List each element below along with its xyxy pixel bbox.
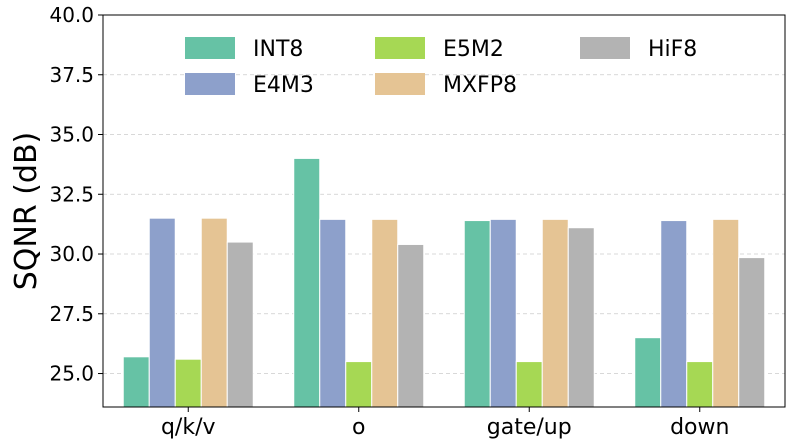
- y-axis: 25.0 27.5 30.0 32.5 35.0 37.5 40.0: [49, 3, 103, 386]
- y-tick-label: 30.0: [49, 242, 94, 266]
- bar-hif8-1: [397, 243, 425, 408]
- bar-e4m3-0: [148, 217, 176, 408]
- bar-e5m2-3: [686, 361, 714, 408]
- bar-e5m2-1: [345, 361, 373, 408]
- bar-e5m2-0: [174, 358, 202, 408]
- y-tick-label: 37.5: [49, 63, 94, 87]
- bar-e4m3-1: [319, 218, 347, 408]
- legend: INT8 E4M3 E5M2 MXFP8 HiF8: [185, 37, 697, 98]
- x-axis: q/k/v o gate/up down: [161, 407, 729, 440]
- legend-label-int8: INT8: [253, 37, 303, 62]
- bar-int8-2: [463, 220, 491, 408]
- bar-hif8-3: [738, 257, 766, 408]
- bar-int8-0: [122, 356, 150, 408]
- legend-label-e4m3: E4M3: [253, 73, 314, 98]
- x-tick-label: o: [352, 415, 365, 440]
- bar-mxfp8-2: [541, 218, 569, 408]
- x-tick-label: gate/up: [487, 415, 572, 440]
- y-axis-label: SQNR (dB): [9, 132, 44, 291]
- legend-swatch-hif8: [580, 37, 630, 59]
- bar-mxfp8-3: [712, 218, 740, 408]
- bar-e4m3-2: [489, 218, 517, 408]
- bar-e4m3-3: [660, 220, 688, 408]
- bar-e5m2-2: [515, 361, 543, 408]
- bar-mxfp8-1: [371, 218, 399, 408]
- bar-int8-3: [634, 337, 662, 408]
- bar-hif8-2: [567, 227, 595, 408]
- bar-int8-1: [293, 157, 321, 408]
- bar-mxfp8-0: [200, 217, 228, 408]
- x-tick-label: down: [670, 415, 729, 440]
- bars: [122, 157, 766, 408]
- y-tick-label: 27.5: [49, 302, 94, 326]
- legend-swatch-e5m2: [375, 37, 425, 59]
- y-tick-label: 40.0: [49, 3, 94, 27]
- legend-swatch-mxfp8: [375, 73, 425, 95]
- bar-hif8-0: [226, 241, 254, 408]
- y-tick-label: 25.0: [49, 362, 94, 386]
- plot-frame: [102, 14, 786, 408]
- y-tick-label: 35.0: [49, 123, 94, 147]
- y-tick-label: 32.5: [49, 182, 94, 206]
- legend-label-e5m2: E5M2: [443, 37, 504, 62]
- legend-swatch-e4m3: [185, 73, 235, 95]
- legend-swatch-int8: [185, 37, 235, 59]
- x-tick-label: q/k/v: [161, 415, 216, 440]
- legend-label-mxfp8: MXFP8: [443, 73, 517, 98]
- legend-label-hif8: HiF8: [648, 37, 697, 62]
